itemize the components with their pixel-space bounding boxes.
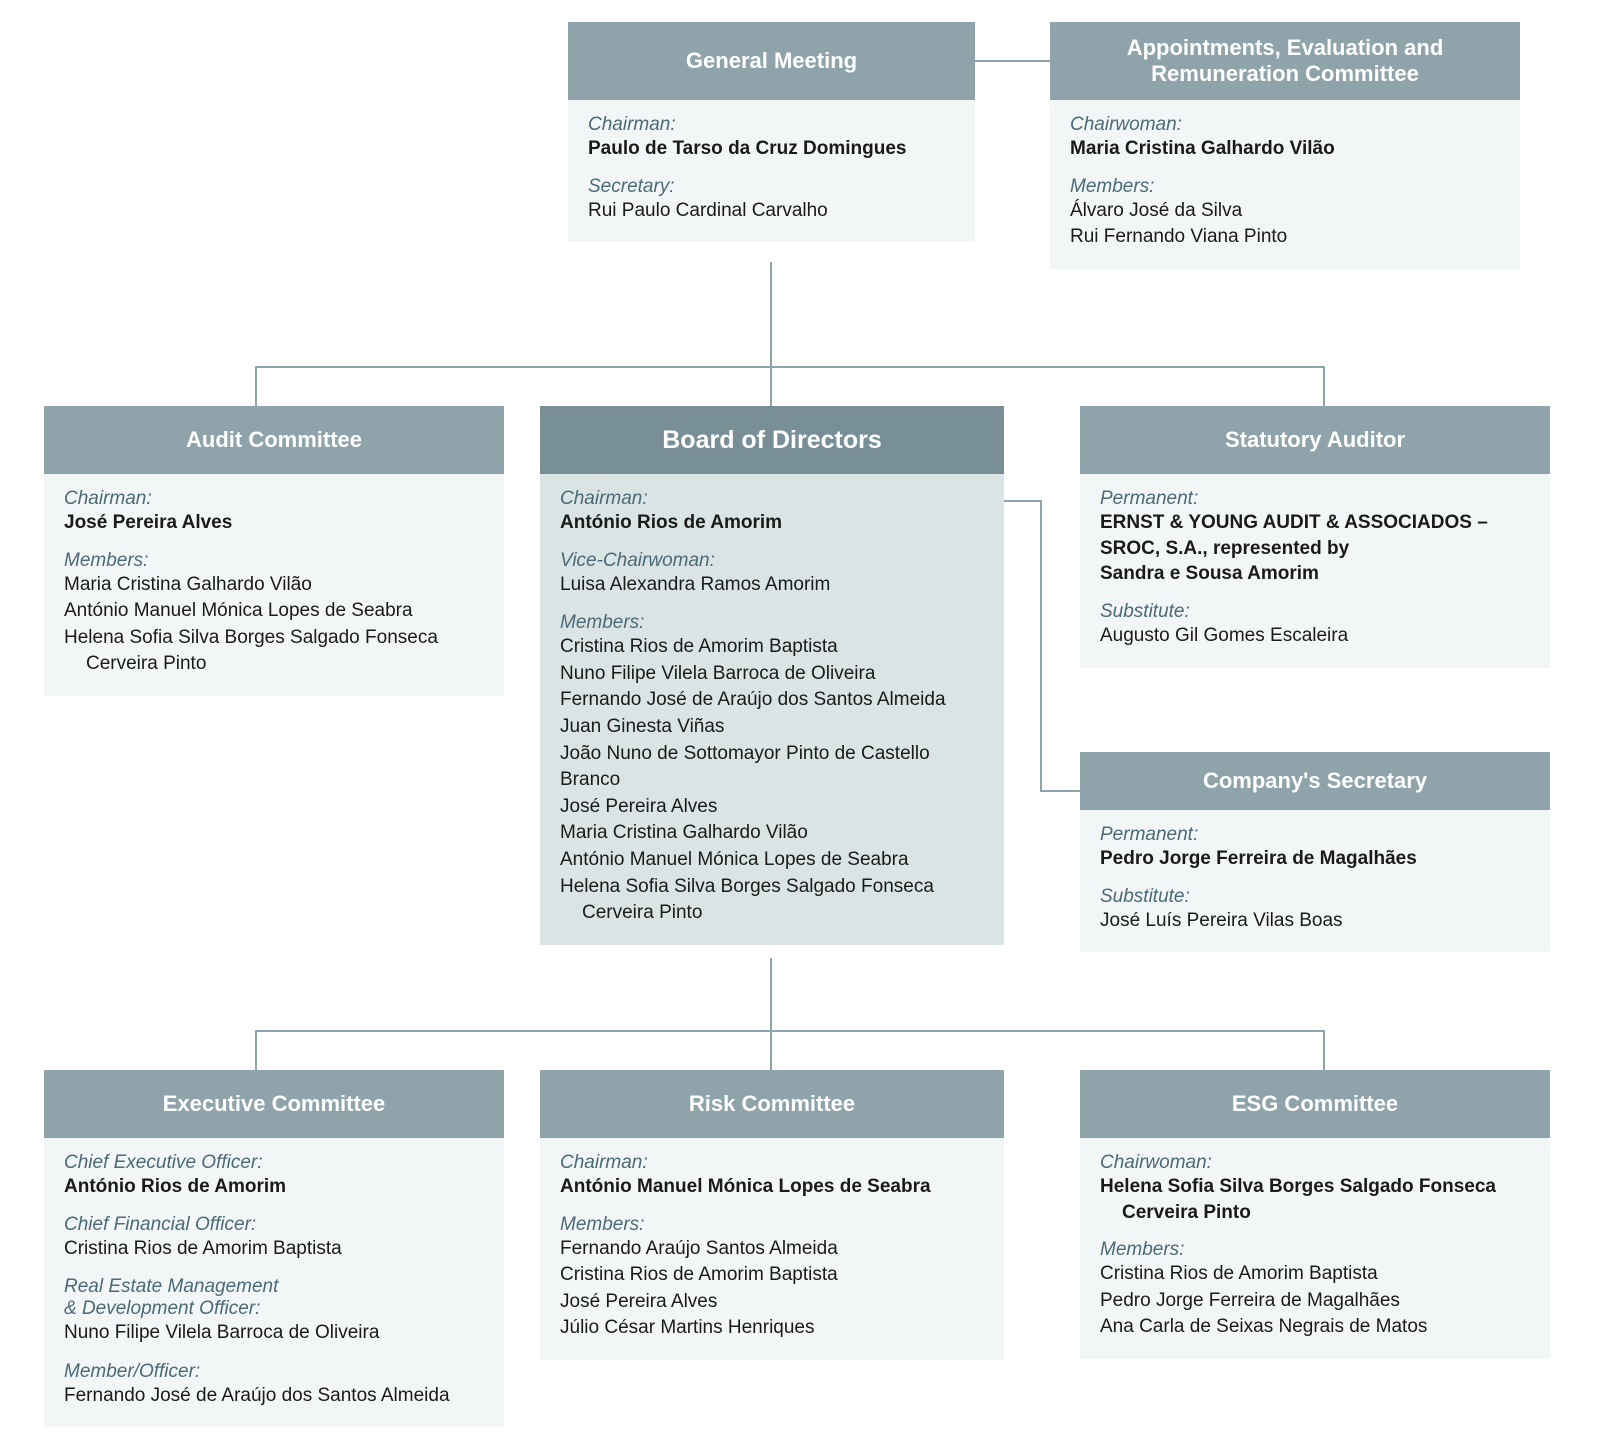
connector — [770, 958, 772, 1030]
title: Statutory Auditor — [1225, 427, 1405, 453]
name: Rui Fernando Viana Pinto — [1070, 224, 1500, 251]
connector — [1323, 1030, 1325, 1070]
connector — [770, 366, 772, 406]
appointments-box: Appointments, Evaluation and Remuneratio… — [1050, 22, 1520, 269]
name: José Luís Pereira Vilas Boas — [1100, 908, 1530, 935]
name: Sandra e Sousa Amorim — [1100, 561, 1530, 587]
title: Appointments, Evaluation and Remuneratio… — [1070, 35, 1500, 87]
role-label: Members: — [64, 550, 484, 572]
title: Audit Committee — [186, 427, 362, 453]
connector — [770, 262, 772, 366]
role-label: Chairman: — [64, 488, 484, 510]
role-label: Substitute: — [1100, 886, 1530, 908]
role-label: Vice-Chairwoman: — [560, 550, 984, 572]
name: Cerveira Pinto — [1100, 1200, 1530, 1226]
name: Helena Sofia Silva Borges Salgado Fonsec… — [560, 874, 984, 901]
connector — [770, 1030, 772, 1070]
name: António Rios de Amorim — [560, 510, 984, 536]
name: Maria Cristina Galhardo Vilão — [560, 820, 984, 847]
connector — [1040, 790, 1080, 792]
name: Paulo de Tarso da Cruz Domingues — [588, 136, 955, 162]
name: Cristina Rios de Amorim Baptista — [64, 1236, 484, 1263]
name: António Manuel Mónica Lopes de Seabra — [560, 847, 984, 874]
role-label: Chairwoman: — [1070, 114, 1500, 136]
role-label: Real Estate Management — [64, 1276, 484, 1298]
role-label: Members: — [1100, 1239, 1530, 1261]
name: Cristina Rios de Amorim Baptista — [560, 1262, 984, 1289]
name: Nuno Filipe Vilela Barroca de Oliveira — [64, 1320, 484, 1347]
name: Augusto Gil Gomes Escaleira — [1100, 623, 1530, 650]
connector — [255, 366, 257, 406]
name: Nuno Filipe Vilela Barroca de Oliveira — [560, 661, 984, 688]
name: António Manuel Mónica Lopes de Seabra — [64, 598, 484, 625]
role-label: & Development Officer: — [64, 1298, 484, 1320]
role-label: Chief Executive Officer: — [64, 1152, 484, 1174]
name: Cerveira Pinto — [64, 651, 484, 678]
name: Fernando José de Araújo dos Santos Almei… — [560, 687, 984, 714]
title: ESG Committee — [1232, 1091, 1398, 1117]
role-label: Members: — [560, 1214, 984, 1236]
name: Pedro Jorge Ferreira de Magalhães — [1100, 846, 1530, 872]
name: Luisa Alexandra Ramos Amorim — [560, 572, 984, 599]
executive-box: Executive Committee Chief Executive Offi… — [44, 1070, 504, 1427]
esg-box: ESG Committee Chairwoman: Helena Sofia S… — [1080, 1070, 1550, 1359]
role-label: Chairman: — [560, 1152, 984, 1174]
name: Rui Paulo Cardinal Carvalho — [588, 198, 955, 225]
name: Fernando José de Araújo dos Santos Almei… — [64, 1383, 484, 1410]
name: Helena Sofia Silva Borges Salgado Fonsec… — [64, 625, 484, 652]
title: Board of Directors — [662, 426, 881, 455]
audit-box: Audit Committee Chairman: José Pereira A… — [44, 406, 504, 696]
name: Ana Carla de Seixas Negrais de Matos — [1100, 1314, 1530, 1341]
name: José Pereira Alves — [560, 794, 984, 821]
title: Executive Committee — [163, 1091, 386, 1117]
risk-box: Risk Committee Chairman: António Manuel … — [540, 1070, 1004, 1360]
name: Cristina Rios de Amorim Baptista — [1100, 1261, 1530, 1288]
connector — [1323, 366, 1325, 406]
name: Fernando Araújo Santos Almeida — [560, 1236, 984, 1263]
role-label: Permanent: — [1100, 488, 1530, 510]
statutory-box: Statutory Auditor Permanent: ERNST & YOU… — [1080, 406, 1550, 668]
name: Juan Ginesta Viñas — [560, 714, 984, 741]
name: Cristina Rios de Amorim Baptista — [560, 634, 984, 661]
title: General Meeting — [686, 48, 857, 74]
name: Pedro Jorge Ferreira de Magalhães — [1100, 1288, 1530, 1315]
role-label: Permanent: — [1100, 824, 1530, 846]
connector — [975, 60, 1050, 62]
role-label: Chairman: — [560, 488, 984, 510]
name: António Rios de Amorim — [64, 1174, 484, 1200]
name: ERNST & YOUNG AUDIT & ASSOCIADOS – SROC,… — [1100, 510, 1530, 561]
title: Risk Committee — [689, 1091, 855, 1117]
connector — [1004, 500, 1042, 502]
connector — [255, 1030, 257, 1070]
name: Helena Sofia Silva Borges Salgado Fonsec… — [1100, 1174, 1530, 1200]
name: João Nuno de Sottomayor Pinto de Castell… — [560, 741, 984, 794]
general-meeting-box: General Meeting Chairman: Paulo de Tarso… — [568, 22, 975, 242]
role-label: Chief Financial Officer: — [64, 1214, 484, 1236]
role-label: Member/Officer: — [64, 1361, 484, 1383]
secretary-box: Company's Secretary Permanent: Pedro Jor… — [1080, 752, 1550, 952]
name: Maria Cristina Galhardo Vilão — [1070, 136, 1500, 162]
connector — [1040, 500, 1042, 792]
role-label: Secretary: — [588, 176, 955, 198]
board-box: Board of Directors Chairman: António Rio… — [540, 406, 1004, 945]
connector — [255, 366, 1325, 368]
name: Cerveira Pinto — [560, 900, 984, 927]
role-label: Chairwoman: — [1100, 1152, 1530, 1174]
role-label: Chairman: — [588, 114, 955, 136]
role-label: Members: — [1070, 176, 1500, 198]
role-label: Substitute: — [1100, 601, 1530, 623]
name: António Manuel Mónica Lopes de Seabra — [560, 1174, 984, 1200]
role-label: Members: — [560, 612, 984, 634]
name: Álvaro José da Silva — [1070, 198, 1500, 225]
name: Maria Cristina Galhardo Vilão — [64, 572, 484, 599]
connector — [255, 1030, 1325, 1032]
name: José Pereira Alves — [64, 510, 484, 536]
name: José Pereira Alves — [560, 1289, 984, 1316]
title: Company's Secretary — [1203, 768, 1427, 794]
name: Júlio César Martins Henriques — [560, 1315, 984, 1342]
